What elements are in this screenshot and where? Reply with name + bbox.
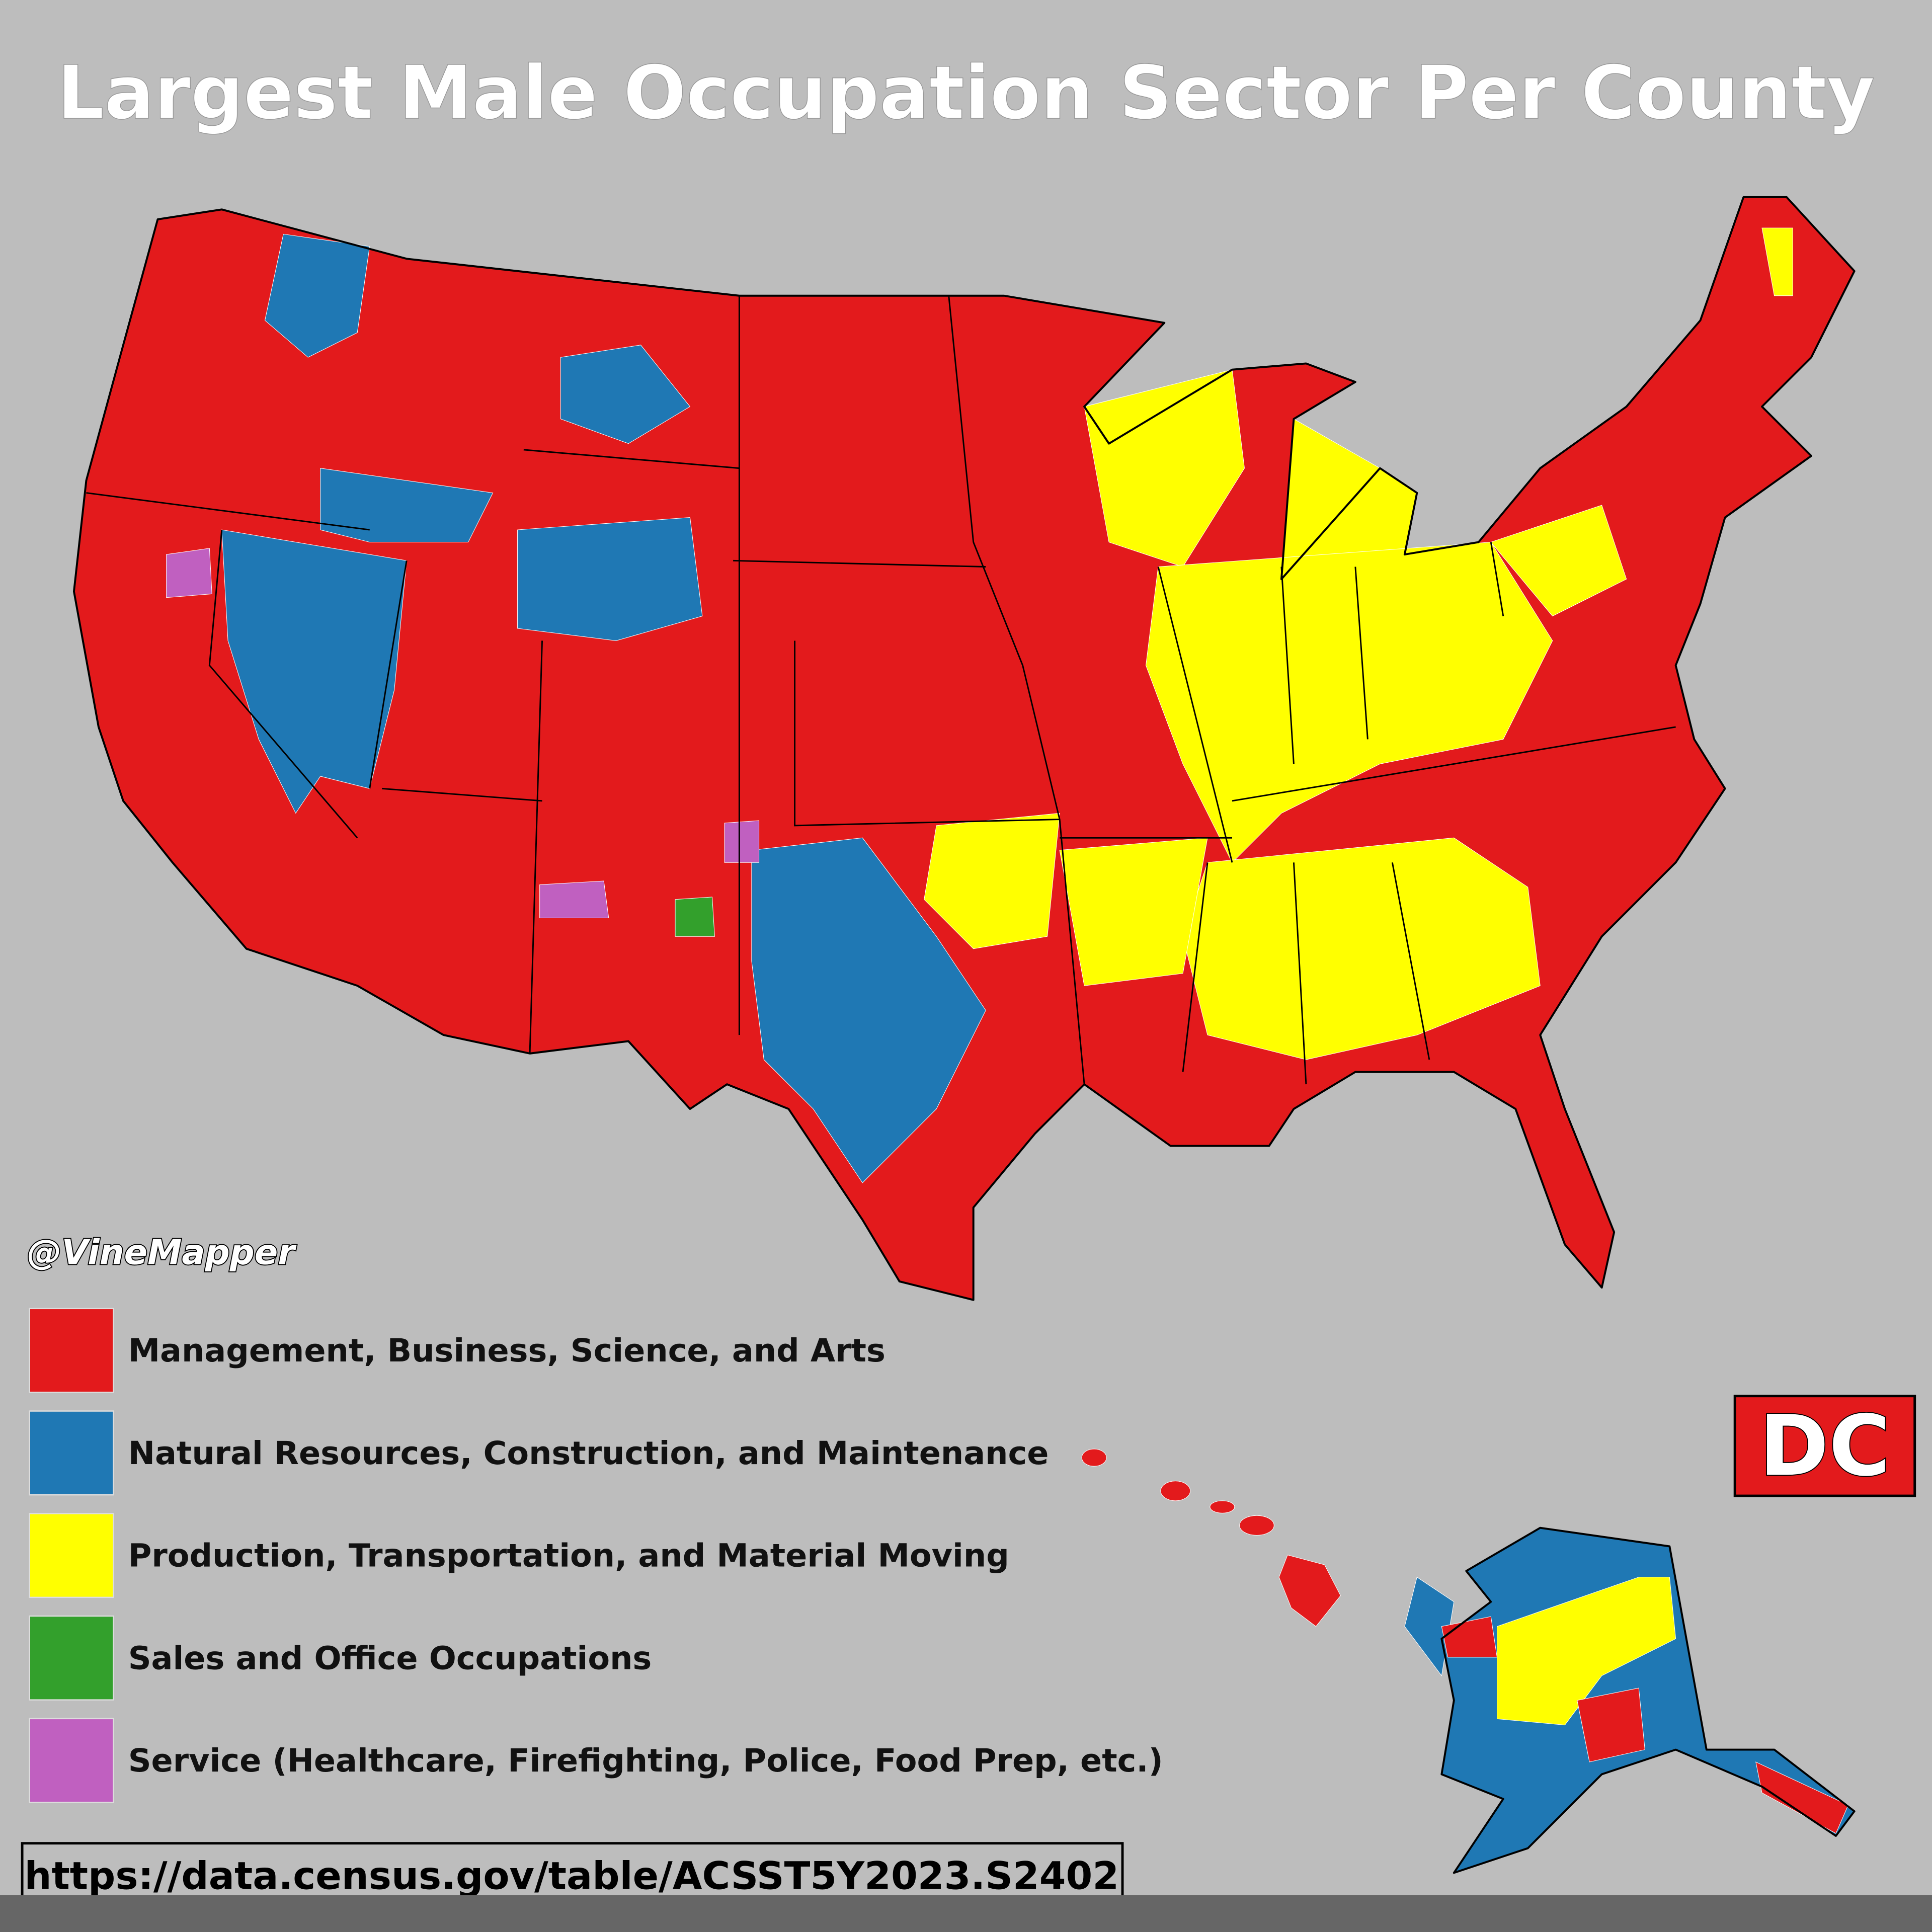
region-patch <box>166 548 212 598</box>
region-patch <box>221 529 407 814</box>
legend-label: Production, Transportation, and Material… <box>128 1538 1009 1575</box>
attribution: @VineMapper <box>27 1233 297 1273</box>
state-borders <box>86 295 1676 1085</box>
legend-label: Service (Healthcare, Firefighting, Polic… <box>128 1742 1163 1780</box>
alaska <box>1440 1526 1856 1874</box>
island <box>1239 1515 1274 1536</box>
region-patch <box>539 880 609 918</box>
island <box>1210 1500 1235 1513</box>
legend-swatch <box>29 1718 114 1803</box>
region-patch <box>724 820 760 863</box>
legend-swatch <box>29 1308 114 1393</box>
region-patch <box>1497 1577 1676 1726</box>
legend-swatch <box>29 1513 114 1598</box>
island <box>1278 1555 1341 1627</box>
legend-swatch <box>29 1615 114 1701</box>
legend-label: Management, Business, Science, and Arts <box>128 1332 886 1370</box>
region-patch <box>1490 505 1627 617</box>
island <box>1081 1448 1107 1467</box>
region-patch <box>1182 837 1541 1060</box>
region-patch <box>1761 227 1793 296</box>
legend-label: Natural Resources, Construction, and Mai… <box>128 1435 1049 1472</box>
title: Largest Male Occupation Sector Per Count… <box>57 50 1875 136</box>
us-outline <box>72 196 1856 1301</box>
dc-box <box>1733 1395 1916 1497</box>
source-url: https://data.census.gov/table/ACSST5Y202… <box>24 1854 1119 1898</box>
region-patch <box>1441 1616 1498 1658</box>
region-patch <box>1146 542 1553 863</box>
region-patch <box>1084 369 1245 568</box>
legend: Management, Business, Science, and Arts N… <box>29 1308 1163 1803</box>
region-patch <box>517 517 703 641</box>
region-patch <box>924 813 1060 949</box>
region-patch <box>1059 837 1208 986</box>
region-patch <box>1404 1576 1455 1676</box>
legend-swatch <box>29 1410 114 1496</box>
region-patch <box>320 468 494 543</box>
legend-label: Sales and Office Occupations <box>128 1640 652 1677</box>
bottom-bar <box>0 1895 1932 1932</box>
region-patch <box>675 897 715 937</box>
contiguous-us <box>72 196 1856 1676</box>
region-patch <box>751 837 986 1183</box>
region-patch <box>1755 1761 1849 1834</box>
dc-label: DC <box>1759 1397 1890 1495</box>
alaska-outline <box>1440 1526 1856 1874</box>
hawaii <box>1081 1448 1341 1627</box>
region-patch <box>560 345 691 444</box>
region-patch <box>1577 1687 1645 1762</box>
island <box>1160 1481 1191 1501</box>
